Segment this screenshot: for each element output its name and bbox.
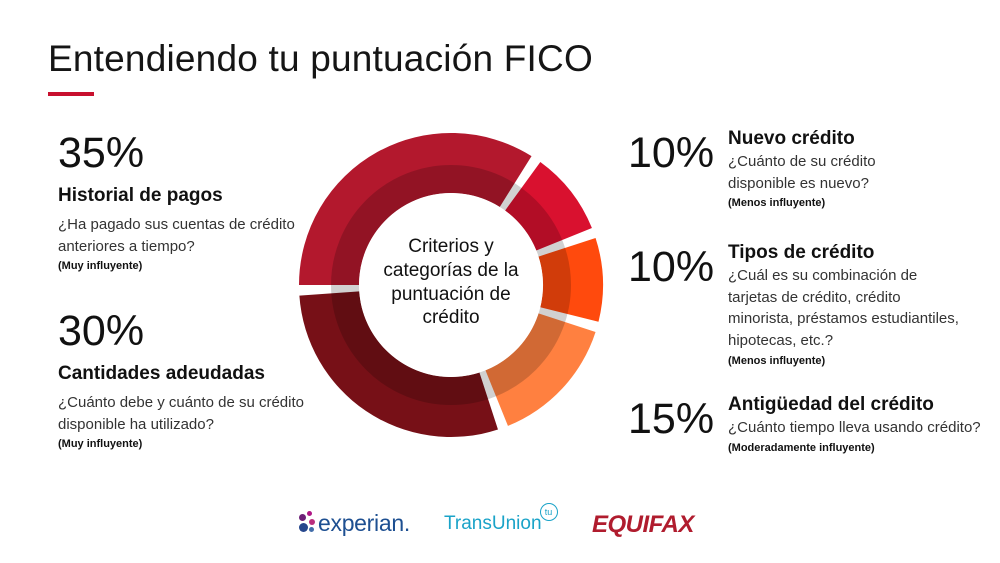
transunion-badge-icon: tu xyxy=(539,503,558,521)
bureau-logos: experian. TransUnion tu EQUIFAX xyxy=(0,503,1000,545)
category-amounts-owed: 30% Cantidades adeudadas ¿Cuánto debe y … xyxy=(58,307,308,451)
donut-slice-2 xyxy=(505,162,592,251)
category-percent: 30% xyxy=(58,307,145,355)
category-name: Cantidades adeudadas xyxy=(58,363,265,384)
equifax-logo: EQUIFAX xyxy=(592,511,694,538)
experian-wordmark: experian. xyxy=(318,509,410,536)
donut-slice-1 xyxy=(299,133,532,285)
donut-slice-5 xyxy=(299,291,498,437)
category-percent: 15% xyxy=(628,395,715,443)
donut-inner-shade xyxy=(331,165,571,405)
experian-dots-icon xyxy=(298,509,316,537)
donut-center-label: Criterios y categorías de la puntuación … xyxy=(383,236,519,329)
category-description: ¿Cuál es su combinación de tarjetas de c… xyxy=(728,266,959,350)
experian-logo: experian. xyxy=(298,509,410,537)
category-new-credit: 10% Nuevo crédito ¿Cuánto de su crédito … xyxy=(628,128,988,209)
transunion-wordmark: TransUnion xyxy=(444,513,542,534)
donut-hole xyxy=(359,193,543,377)
category-name: Antigüedad del crédito xyxy=(728,394,934,415)
category-percent: 10% xyxy=(628,129,715,177)
category-description: ¿Cuánto tiempo lleva usando crédito? xyxy=(728,418,981,436)
category-influence: (Menos influyente) xyxy=(728,354,826,367)
category-credit-mix: 10% Tipos de crédito ¿Cuál es su combina… xyxy=(628,242,988,367)
category-name: Nuevo crédito xyxy=(728,128,855,149)
category-influence: (Muy influyente) xyxy=(58,438,143,451)
transunion-logo: TransUnion tu xyxy=(444,503,558,535)
category-percent: 35% xyxy=(58,129,145,177)
category-influence: (Moderadamente influyente) xyxy=(728,441,875,454)
category-name: Historial de pagos xyxy=(58,185,223,206)
category-name: Tipos de crédito xyxy=(728,242,875,263)
category-description: ¿Cuánto debe y cuánto de su crédito disp… xyxy=(58,393,304,433)
category-credit-history-length: 15% Antigüedad del crédito ¿Cuánto tiemp… xyxy=(628,394,988,454)
category-percent: 10% xyxy=(628,243,715,291)
page-title: Entendiendo tu puntuación FICO xyxy=(48,38,593,79)
category-payment-history: 35% Historial de pagos ¿Ha pagado sus cu… xyxy=(58,129,308,273)
category-influence: (Muy influyente) xyxy=(58,260,143,273)
title-underline xyxy=(48,92,94,96)
donut-chart xyxy=(299,133,603,437)
category-description: ¿Ha pagado sus cuentas de crédito anteri… xyxy=(58,215,295,255)
category-description: ¿Cuánto de su crédito disponible es nuev… xyxy=(728,152,876,192)
category-influence: (Menos influyente) xyxy=(728,197,826,210)
donut-slice-4 xyxy=(485,313,596,426)
donut-slice-3 xyxy=(538,238,603,322)
